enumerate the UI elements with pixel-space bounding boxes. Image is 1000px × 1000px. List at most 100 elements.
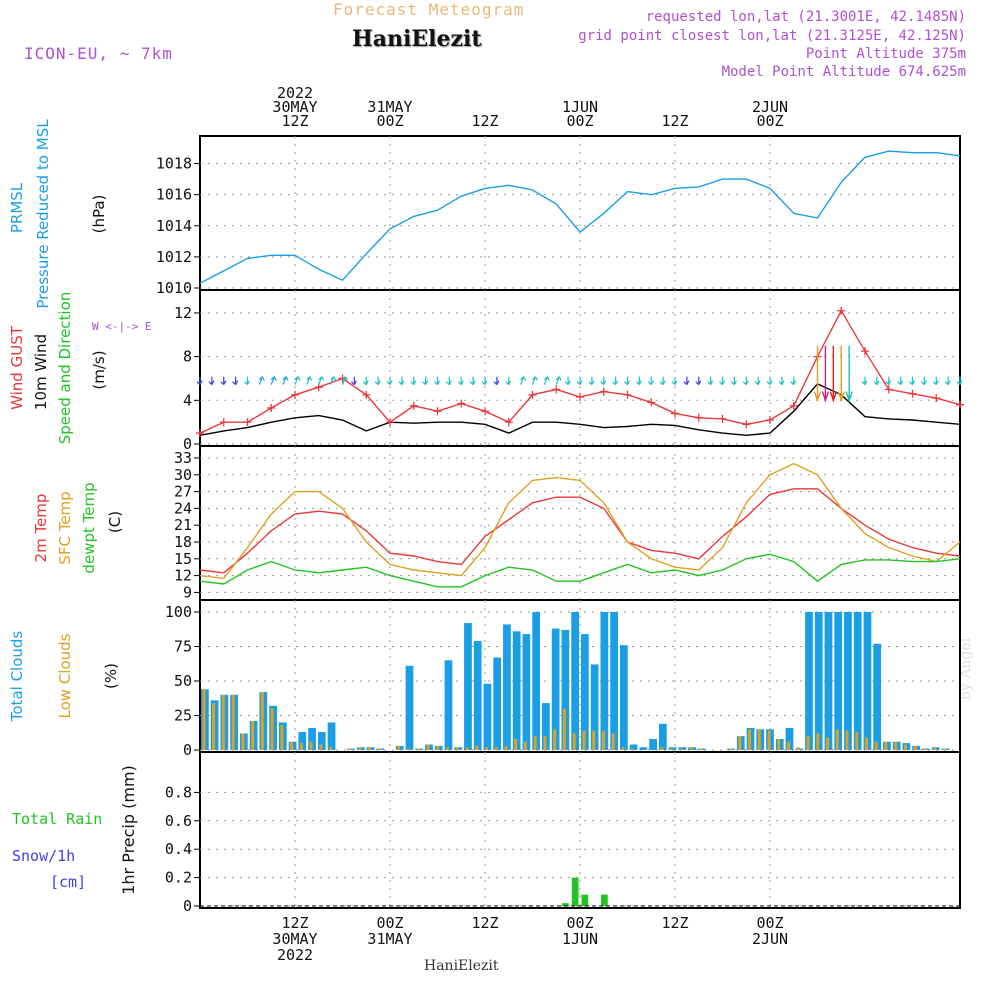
time-label-top: 12Z	[281, 112, 308, 130]
total-cloud-bar	[327, 722, 336, 750]
total-clouds-ylabel: Total Clouds	[8, 631, 26, 723]
low-cloud-bar	[611, 733, 615, 750]
low-cloud-bar	[777, 738, 781, 750]
wind-direction-arrow	[350, 376, 357, 386]
low-cloud-bar	[855, 732, 859, 750]
low-cloud-bar	[728, 748, 732, 750]
low-cloud-bar	[202, 689, 206, 750]
low-cloud-bar	[582, 730, 586, 750]
gust-marker	[528, 390, 537, 399]
low-cloud-bar	[796, 747, 800, 750]
low-cloud-bar	[787, 741, 790, 750]
low-cloud-bar	[465, 747, 469, 750]
low-cloud-bar	[943, 748, 946, 750]
wind-direction-arrow	[612, 376, 619, 386]
time-label-bottom: 00Z	[376, 914, 403, 932]
precip-ylabel: 1hr Precip (mm)	[119, 765, 138, 895]
time-label-top: 00Z	[566, 112, 593, 130]
low-cloud-bar	[572, 733, 576, 750]
y-tick-label: 9	[183, 583, 192, 601]
low-cloud-bar	[845, 730, 849, 750]
low-cloud-bar	[221, 694, 225, 750]
low-cloud-bar	[553, 729, 557, 750]
wind-direction-arrow	[244, 376, 251, 386]
y-tick-label: 0.6	[165, 812, 192, 830]
gust-marker	[219, 418, 228, 427]
low-cloud-bar	[904, 744, 907, 750]
total-cloud-bar	[581, 634, 589, 750]
total-cloud-bar	[590, 664, 599, 750]
low-cloud-bar	[670, 748, 674, 750]
wind-direction-arrow	[306, 376, 313, 385]
gust-marker	[291, 390, 299, 399]
gust-marker	[504, 418, 513, 427]
low-cloud-bar	[563, 708, 566, 750]
wind-direction-arrow	[374, 376, 381, 386]
time-label-bottom: 30MAY	[272, 930, 317, 948]
total-cloud-bar	[493, 657, 502, 750]
wind-direction-arrow	[258, 376, 265, 385]
wind-direction-arrow	[813, 345, 822, 403]
wind-direction-arrow	[330, 376, 337, 385]
time-label-top: 00Z	[376, 112, 403, 130]
low-cloud-bar	[835, 729, 839, 750]
gust-ylabel: Wind GUST	[8, 325, 26, 410]
low-cloud-bar	[416, 748, 420, 750]
gust-marker	[884, 385, 893, 394]
low-cloud-bar	[884, 741, 888, 750]
wind-direction-arrow	[829, 345, 837, 403]
low-cloud-bar	[621, 747, 625, 750]
wind-direction-arrow	[318, 376, 325, 385]
time-label-top: 1JUN	[562, 98, 598, 116]
wind-direction-arrow	[766, 376, 773, 386]
total-cloud-bar	[473, 640, 482, 750]
wind-direction-arrow	[897, 376, 904, 386]
wind-direction-arrow	[600, 376, 607, 386]
low-cloud-bar	[377, 748, 381, 750]
low-cloud-bar	[290, 741, 294, 750]
low-cloud-bar	[494, 747, 498, 750]
panel-frame	[199, 751, 961, 909]
y-tick-label: 4	[183, 391, 192, 409]
low-cloud-bar	[592, 730, 596, 750]
y-tick-label: 0.8	[165, 783, 192, 801]
y-tick-label: 1014	[156, 217, 192, 235]
low-cloud-bar	[631, 748, 635, 750]
y-tick-label: 27	[174, 483, 192, 501]
y-tick-label: 24	[174, 499, 192, 517]
total-cloud-bar	[464, 623, 472, 750]
low-cloud-bar	[446, 747, 449, 750]
total-cloud-bar	[805, 612, 813, 750]
dewpt-temp-line	[199, 553, 961, 588]
total-cloud-bar	[853, 612, 862, 750]
panel-frame	[199, 445, 961, 601]
low-cloud-bar	[309, 741, 313, 750]
total-cloud-bar	[522, 634, 531, 750]
wind-direction-arrow	[932, 376, 939, 386]
pressure-ylabel: Pressure Reduced to MSL	[34, 119, 52, 309]
gust-marker	[457, 399, 466, 408]
wind-direction-arrow	[719, 376, 726, 386]
y-tick-label: 100	[165, 603, 192, 621]
total-cloud-bar	[619, 645, 628, 750]
gust-marker	[718, 414, 727, 423]
total-cloud-bar	[658, 723, 667, 750]
time-label-bottom: 2JUN	[752, 930, 788, 948]
wind-direction-arrow	[576, 376, 583, 386]
total-cloud-bar	[571, 612, 579, 750]
pressure-ylabel-short: PRMSL	[8, 182, 26, 233]
rain-bar	[600, 894, 608, 906]
time-label-bottom: 12Z	[471, 914, 498, 932]
wind-direction-arrow	[920, 376, 927, 386]
low-cloud-bar	[358, 747, 362, 750]
y-tick-label: 75	[174, 638, 192, 656]
gust-marker	[599, 387, 608, 396]
y-tick-label: 25	[174, 707, 192, 725]
total-cloud-bar	[308, 727, 316, 750]
time-label-bottom: 31MAY	[367, 930, 412, 948]
gust-marker	[694, 413, 703, 422]
gust-marker	[576, 393, 584, 402]
wind-direction-arrow	[564, 376, 571, 386]
y-tick-label: 0.4	[165, 840, 192, 858]
total-cloud-bar	[785, 727, 794, 750]
